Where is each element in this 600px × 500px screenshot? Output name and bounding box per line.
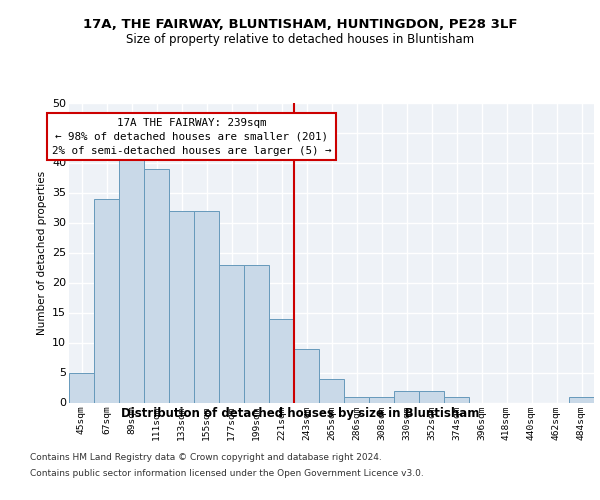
Bar bbox=[94, 198, 119, 402]
Text: Contains public sector information licensed under the Open Government Licence v3: Contains public sector information licen… bbox=[30, 469, 424, 478]
Bar bbox=[444, 396, 469, 402]
Bar bbox=[344, 396, 369, 402]
Text: 17A THE FAIRWAY: 239sqm
← 98% of detached houses are smaller (201)
2% of semi-de: 17A THE FAIRWAY: 239sqm ← 98% of detache… bbox=[52, 118, 331, 156]
Bar bbox=[394, 390, 419, 402]
Text: 17A, THE FAIRWAY, BLUNTISHAM, HUNTINGDON, PE28 3LF: 17A, THE FAIRWAY, BLUNTISHAM, HUNTINGDON… bbox=[83, 18, 517, 30]
Text: Size of property relative to detached houses in Bluntisham: Size of property relative to detached ho… bbox=[126, 32, 474, 46]
Text: Distribution of detached houses by size in Bluntisham: Distribution of detached houses by size … bbox=[121, 408, 479, 420]
Bar bbox=[219, 264, 244, 402]
Y-axis label: Number of detached properties: Number of detached properties bbox=[37, 170, 47, 334]
Bar bbox=[569, 396, 594, 402]
Bar bbox=[419, 390, 444, 402]
Bar bbox=[69, 372, 94, 402]
Text: Contains HM Land Registry data © Crown copyright and database right 2024.: Contains HM Land Registry data © Crown c… bbox=[30, 452, 382, 462]
Bar bbox=[169, 210, 194, 402]
Bar bbox=[194, 210, 219, 402]
Bar bbox=[269, 318, 294, 402]
Bar bbox=[244, 264, 269, 402]
Bar bbox=[319, 378, 344, 402]
Bar bbox=[369, 396, 394, 402]
Bar bbox=[294, 348, 319, 403]
Bar bbox=[144, 168, 169, 402]
Bar bbox=[119, 150, 144, 402]
